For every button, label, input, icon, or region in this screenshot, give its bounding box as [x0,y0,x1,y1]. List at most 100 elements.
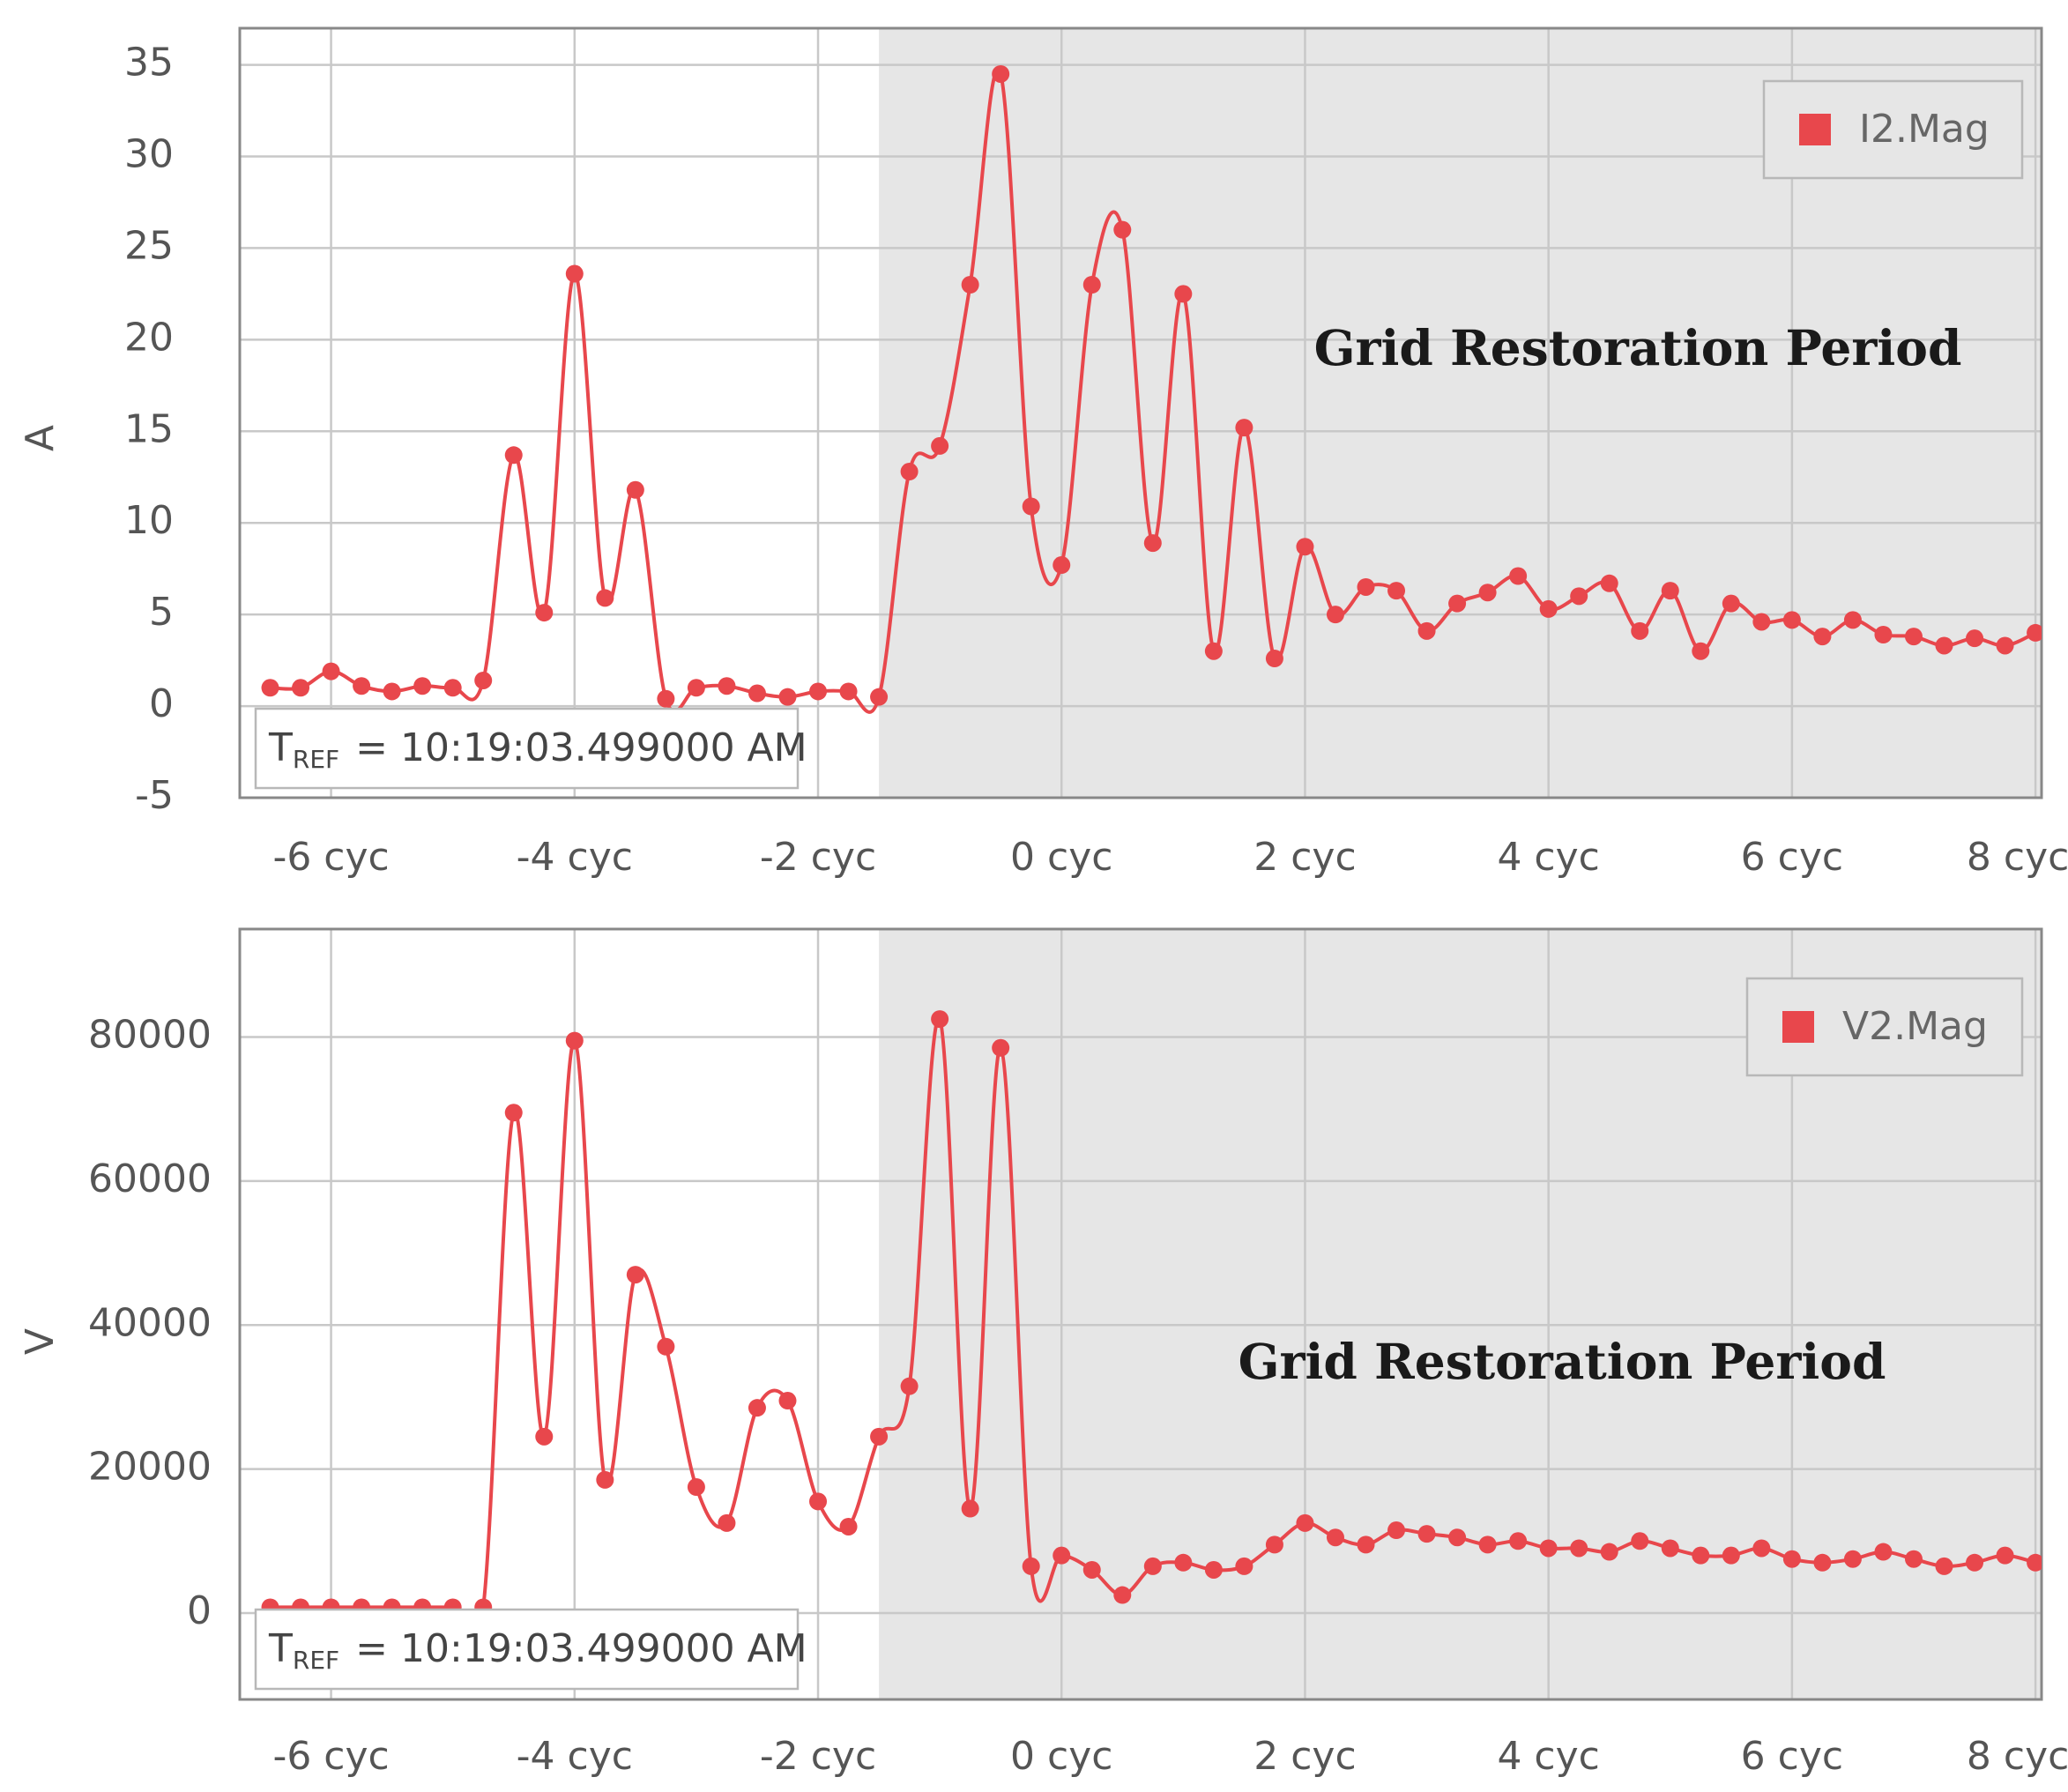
chart2-data-point [1722,1546,1740,1565]
chart1-data-point [1357,577,1375,596]
chart1-data-point [596,589,614,607]
chart2-x-tick-label: 0 cyc [1010,1734,1112,1779]
chart2-x-tick-label: -4 cyc [517,1734,633,1779]
chart1-data-point [1113,220,1132,239]
chart2-data-point [1265,1535,1283,1554]
chart2-data-point [565,1031,584,1050]
chart2-x-tick-label: -6 cyc [272,1734,389,1779]
chart2-data-point [1631,1532,1649,1550]
chart1-x-tick-label: -4 cyc [517,835,633,880]
chart1-plot-border [238,26,2043,799]
chart1-data-point [1692,642,1710,660]
chart1-y-axis-label: A [18,425,63,451]
chart2-plot-border [238,927,2043,1701]
chart1-y-tick-label: -5 [135,773,174,818]
chart1-data-point [809,682,828,701]
chart1-tref-subscript: REF [293,745,339,774]
chart2-y-tick-label: 0 [187,1588,212,1633]
chart2-tref-value: = 10:19:03.499000 AM [355,1626,807,1671]
chart1-data-point [1174,285,1193,303]
chart1-data-point [1661,582,1679,600]
chart2-tref-prefix: T [268,1626,293,1671]
chart2-tref-label: TREF = 10:19:03.499000 AM [268,1626,807,1675]
chart1-y-tick-label: 10 [124,498,174,543]
chart2-legend-label: V2.Mag [1842,1004,1988,1049]
chart2-data-point [1113,1586,1132,1604]
chart1-data-point [1752,613,1771,631]
chart2-data-point [2027,1553,2042,1572]
chart1-data-point [1874,626,1893,644]
chart1-data-point [2027,623,2042,642]
chart1-data-point [353,677,371,695]
chart1-data-point [535,604,554,622]
chart1-data-point [1600,574,1618,592]
chart2-tref-box [254,1608,800,1691]
chart2-annotation-label: Grid Restoration Period [1239,1333,1886,1390]
chart2-x-tick-label: 4 cyc [1497,1734,1599,1779]
chart2-data-point [1935,1557,1953,1575]
chart1-data-point [1053,556,1071,575]
chart2-data-point [1874,1543,1893,1561]
chart1-data-point [1631,621,1649,640]
chart1-data-point [1417,621,1436,640]
chart2-data-point [1966,1553,1984,1572]
chart2-y-tick-label: 60000 [88,1156,212,1201]
chart1-data-point [1326,606,1344,624]
chart1-tref-value: = 10:19:03.499000 AM [355,725,807,770]
chart2-legend-swatch [1782,1011,1814,1043]
chart1-data-point [322,662,340,680]
chart2-data-point [1022,1557,1040,1575]
chart1-data-point [1022,497,1040,516]
chart2-data-point [1752,1539,1771,1558]
chart2-tref-subscript: REF [293,1646,339,1675]
chart1-data-point [565,264,584,283]
chart2-series-group [261,1010,2042,1646]
chart1-y-tick-label: 25 [124,223,174,268]
chart1-y-tick-label: 15 [124,406,174,451]
chart1-y-tick-label: 5 [149,590,174,635]
chart2-y-tick-label: 20000 [88,1445,212,1490]
chart2-data-point [1357,1535,1375,1554]
chart2-data-point [1813,1553,1832,1572]
chart1-data-point [718,677,736,695]
chart1-data-point [1082,276,1101,294]
chart1-data-point [657,689,675,708]
chart1-data-point [443,679,462,697]
chart1-x-tick-label: -2 cyc [760,835,876,880]
chart1-data-point [839,682,858,701]
chart1-data-point [1782,611,1801,629]
chart1-data-point [1813,628,1832,646]
chart2-data-point [961,1499,979,1518]
chart2-data-point [1143,1557,1162,1575]
chart1-data-point [504,446,523,465]
chart1-legend-label: I2.Mag [1859,107,1990,152]
chart2-data-point [718,1513,736,1532]
chart1-tref-box [254,707,800,790]
chart2-x-tick-label: -2 cyc [760,1734,876,1779]
chart2-x-tick-label: 6 cyc [1741,1734,1843,1779]
chart2-data-point [1539,1539,1558,1558]
chart2-data-point [1448,1528,1467,1547]
chart1-data-point [1387,582,1406,600]
chart2-data-point [687,1478,705,1497]
chart2-data-point [1600,1543,1618,1561]
chart2-data-point [1782,1550,1801,1568]
chart2-data-point [1509,1532,1528,1550]
chart2-data-point [931,1010,949,1029]
chart2-data-point [1326,1528,1344,1547]
chart1-data-point [1448,594,1467,613]
chart2-data-point [900,1377,919,1395]
chart1-data-point [1143,534,1162,553]
chart1-data-point [870,688,889,706]
chart1-data-point [1996,636,2014,655]
chart1-legend-swatch [1799,114,1831,145]
chart1-tref-prefix: T [268,725,293,770]
chart2-data-point [1843,1550,1862,1568]
chart1-x-tick-label: -6 cyc [272,835,389,880]
chart1-data-point [1935,636,1953,655]
chart1-data-point [1478,584,1497,602]
chart2-data-point [1235,1557,1253,1575]
chart1-x-tick-label: 0 cyc [1010,835,1112,880]
chart1-data-point [261,679,279,697]
